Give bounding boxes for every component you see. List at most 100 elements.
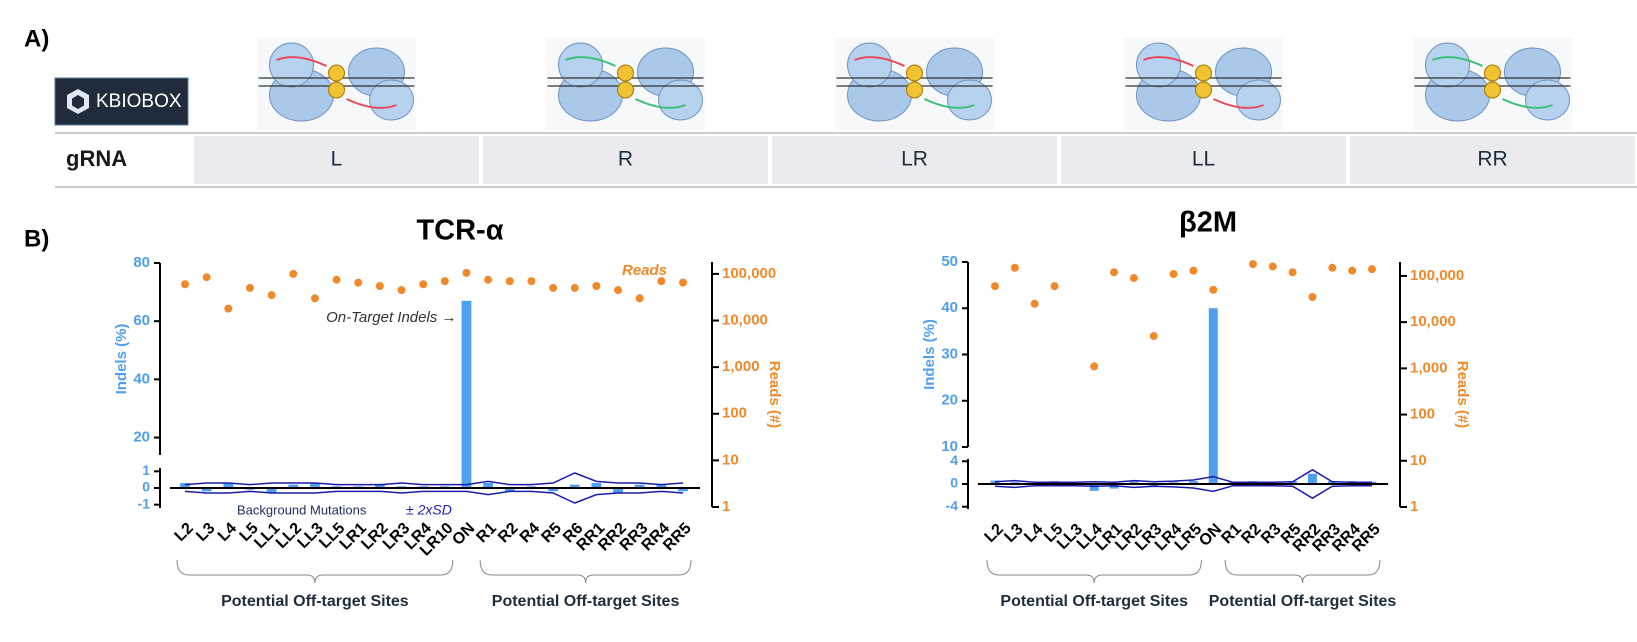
grna-label: R <box>618 148 633 171</box>
y-tick-label: 20 <box>133 429 150 446</box>
y-tick-label: 40 <box>941 299 958 316</box>
crispr-diagram <box>546 38 706 130</box>
reads-dot <box>246 284 254 292</box>
dcas9 <box>1137 43 1181 87</box>
cleavage <box>618 65 634 81</box>
reads-dot <box>1328 264 1336 272</box>
annotation: Reads <box>622 262 667 279</box>
y-tick-label: 40 <box>133 370 150 387</box>
reads-dot <box>398 286 406 294</box>
y-axis-title: Indels (%) <box>921 319 938 390</box>
y-tick-label: 20 <box>941 392 958 409</box>
reads-dot <box>614 286 622 294</box>
bar-upper <box>1209 308 1218 447</box>
reads-dot <box>549 284 557 292</box>
cleavage <box>1485 82 1501 98</box>
reads-dot <box>354 279 362 287</box>
reads-dot <box>419 280 427 288</box>
reads-dot <box>1209 286 1217 294</box>
reads-dot <box>1011 264 1019 272</box>
bar-upper <box>462 301 472 455</box>
group-label: Potential Off-target Sites <box>1209 593 1397 610</box>
crispr-diagram <box>1413 38 1573 130</box>
grna-label: LL <box>1192 148 1215 171</box>
crispr-diagram <box>835 38 995 130</box>
reads-dot <box>1308 293 1316 301</box>
y2-axis-title: Reads (#) <box>766 361 783 429</box>
reads-dot <box>181 280 189 288</box>
crispr-diagram <box>1124 38 1284 130</box>
reads-dot <box>1110 268 1118 276</box>
reads-dot <box>991 282 999 290</box>
group-bracket <box>1225 560 1380 583</box>
reads-dot <box>484 276 492 284</box>
reads-dot <box>1170 270 1178 278</box>
reads-dot <box>571 284 579 292</box>
group-bracket <box>480 560 691 583</box>
y-tick-label: 80 <box>133 254 150 271</box>
y-tick-label: 0 <box>142 479 150 495</box>
y-tick-label: 4 <box>950 452 958 468</box>
dcas9 <box>848 43 892 87</box>
grna-label: LR <box>901 148 928 171</box>
band-label-sd: ± 2xSD <box>406 502 452 518</box>
y2-tick-label: 10,000 <box>1410 313 1456 330</box>
group-label: Potential Off-target Sites <box>221 593 409 610</box>
reads-dot <box>1269 262 1277 270</box>
reads-dot <box>1130 274 1138 282</box>
bar <box>1209 459 1218 484</box>
chart-title: TCR-α <box>416 215 503 247</box>
y2-tick-label: 1 <box>1410 498 1418 515</box>
reads-dot <box>333 276 341 284</box>
group-label: Potential Off-target Sites <box>1000 593 1188 610</box>
reads-dot <box>636 294 644 302</box>
sd-band-upper <box>185 473 683 485</box>
reads-dot <box>1249 260 1257 268</box>
cleavage <box>1196 82 1212 98</box>
reads-dot <box>506 277 514 285</box>
cleavage <box>329 82 345 98</box>
cleavage <box>907 65 923 81</box>
y-tick-label: -4 <box>946 497 959 513</box>
reads-dot <box>289 270 297 278</box>
y2-tick-label: 10,000 <box>722 311 768 328</box>
y2-tick-label: 100,000 <box>722 265 776 282</box>
chart-title: β2M <box>1179 207 1237 239</box>
bar <box>1090 484 1099 491</box>
cleavage <box>329 65 345 81</box>
sd-band-lower <box>995 486 1372 499</box>
y2-tick-label: 10 <box>1410 452 1427 469</box>
y-tick-label: 0 <box>950 475 958 491</box>
y-tick-label: 60 <box>133 312 150 329</box>
group-bracket <box>987 560 1201 583</box>
y2-tick-label: 100,000 <box>1410 267 1464 284</box>
crispr-diagram <box>257 38 417 130</box>
panel-label: B) <box>24 225 49 252</box>
reads-dot <box>311 294 319 302</box>
y-tick-label: 50 <box>941 253 958 270</box>
reads-dot <box>1051 282 1059 290</box>
reads-dot <box>203 273 211 281</box>
band-label: Background Mutations <box>237 502 367 517</box>
reads-dot <box>268 291 276 299</box>
group-label: Potential Off-target Sites <box>492 593 680 610</box>
y2-tick-label: 1,000 <box>722 358 760 375</box>
dcas9 <box>1426 43 1470 87</box>
y2-tick-label: 10 <box>722 451 739 468</box>
y-tick-label: 30 <box>941 345 958 362</box>
y2-tick-label: 100 <box>722 405 747 422</box>
reads-dot <box>462 269 470 277</box>
y-axis-title: Indels (%) <box>113 324 130 395</box>
reads-dot <box>1189 267 1197 275</box>
group-bracket <box>177 560 453 583</box>
reads-dot <box>1090 362 1098 370</box>
reads-dot <box>592 282 600 290</box>
reads-dot <box>1150 332 1158 340</box>
logo-text: KBIOBOX <box>96 91 182 112</box>
dcas9 <box>270 43 314 87</box>
reads-dot <box>1348 267 1356 275</box>
annotation: On-Target Indels → <box>326 309 456 326</box>
grna-label: L <box>331 148 343 171</box>
reads-dot <box>527 277 535 285</box>
reads-dot <box>1289 268 1297 276</box>
